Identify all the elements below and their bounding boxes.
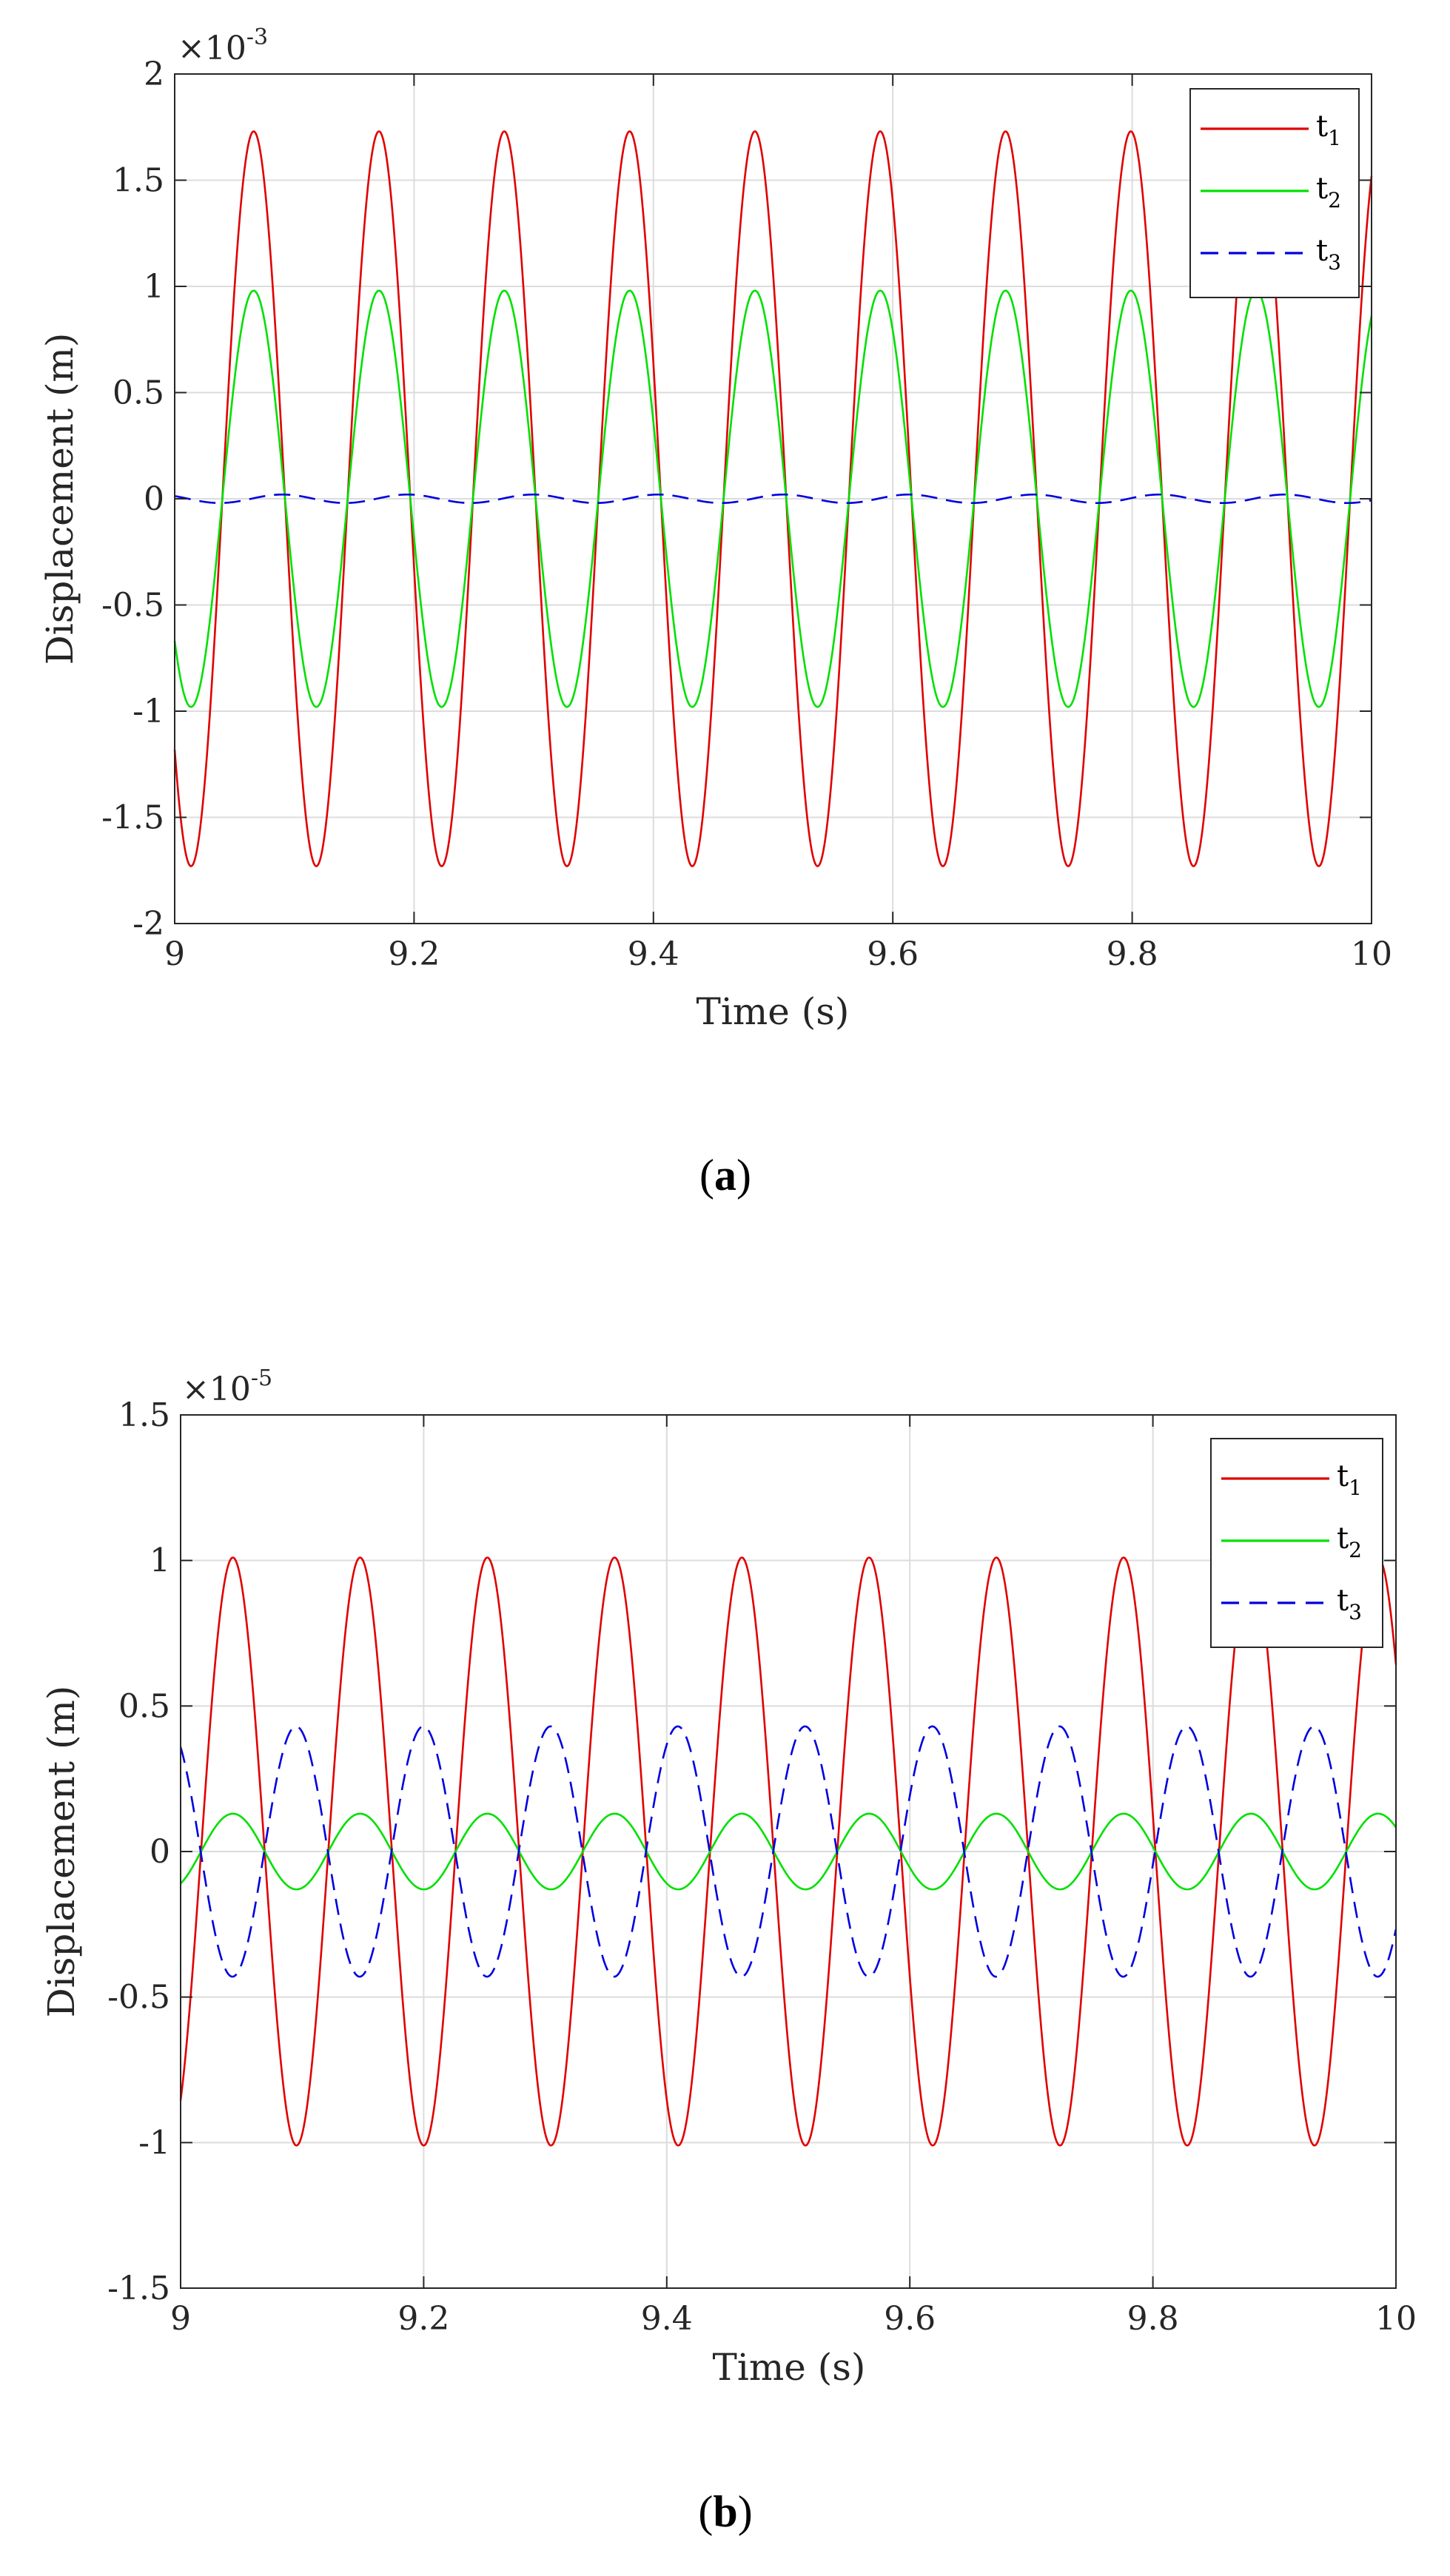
legend-label-t1-a: t1 [1316, 110, 1341, 150]
y-tick-label: 1.5 [113, 162, 164, 200]
x-axis-label-a: Time (s) [697, 990, 850, 1033]
panel-caption-a: (a) [699, 1151, 751, 1200]
series-line-t3-b [179, 1725, 1397, 1978]
x-tick-label: 10 [1351, 935, 1392, 973]
y-axis-label-a: Displacement (m) [38, 333, 81, 665]
series-line-t2-b [180, 1812, 1397, 1891]
x-tick-label: 9.8 [1107, 935, 1158, 973]
x-tick-label: 9.8 [1127, 2300, 1179, 2338]
y-tick-label: -1 [132, 693, 164, 730]
legend-b: t1 t2 t3 [1210, 1438, 1383, 1648]
legend-label-t2-a: t2 [1316, 172, 1341, 212]
legend-label-t3-b: t3 [1337, 1584, 1362, 1624]
x-tick-label: 9.6 [884, 2300, 936, 2338]
y-tick-label: 1.5 [118, 1396, 170, 1434]
chart-panel-b: 9 9.2 9.4 9.6 9.8 10-1.5-1-0.500.511.5 ×10-5 … [40, 1365, 1417, 2536]
legend-box-b [1210, 1438, 1383, 1648]
x-tick-label: 9.2 [397, 2300, 449, 2338]
series-line-t2-a [173, 289, 1373, 708]
x-tick-label: 9 [170, 2300, 191, 2338]
x-axis-label-b: Time (s) [713, 2346, 866, 2389]
series-line-t3-a [174, 493, 1372, 505]
x-tick-label: 9.6 [867, 935, 919, 973]
series-line-t1-a [173, 130, 1373, 867]
legend-label-t3-a: t3 [1316, 234, 1341, 275]
legend-label-t1-b: t1 [1337, 1459, 1362, 1500]
y-tick-label: 0.5 [118, 1687, 170, 1725]
chart-panel-a: 9 9.2 9.4 9.6 9.8 10 -2 -1.5 -1 -0.5 0 0.5 1 1.5 2 ×10… [38, 24, 1392, 1200]
x-tick-label: 9 [164, 935, 185, 973]
y-tick-label: -2 [132, 905, 164, 943]
x-tick-label: 9.4 [641, 2300, 693, 2338]
legend-label-t2-b: t2 [1337, 1521, 1362, 1562]
y-tick-label: -1.5 [101, 799, 164, 837]
y-tick-label: 1 [150, 1542, 170, 1580]
y-tick-label: -1.5 [107, 2270, 170, 2307]
legend-box-a [1189, 88, 1360, 298]
y-tick-label: -0.5 [101, 587, 164, 625]
series-line-t1-b [179, 1556, 1397, 2147]
panel-caption-b: (b) [698, 2487, 752, 2536]
x-tick-label: 9.2 [388, 935, 440, 973]
y-tick-label: -1 [138, 2124, 170, 2162]
exponent-label-b: ×10-5 [182, 1365, 272, 1408]
exponent-label-a: ×10-3 [178, 24, 268, 67]
y-tick-label: 0 [150, 1833, 170, 1871]
y-tick-label: 2 [144, 56, 164, 93]
legend-a: t1 t2 t3 [1189, 88, 1360, 298]
y-tick-label: 0 [144, 480, 164, 518]
y-tick-label: -0.5 [107, 1979, 170, 2017]
x-tick-label: 10 [1375, 2300, 1417, 2338]
y-axis-label-b: Displacement (m) [40, 1686, 83, 2018]
y-tick-label: 0.5 [113, 374, 164, 412]
x-tick-label: 9.4 [628, 935, 679, 973]
y-tick-label: 1 [144, 268, 164, 306]
